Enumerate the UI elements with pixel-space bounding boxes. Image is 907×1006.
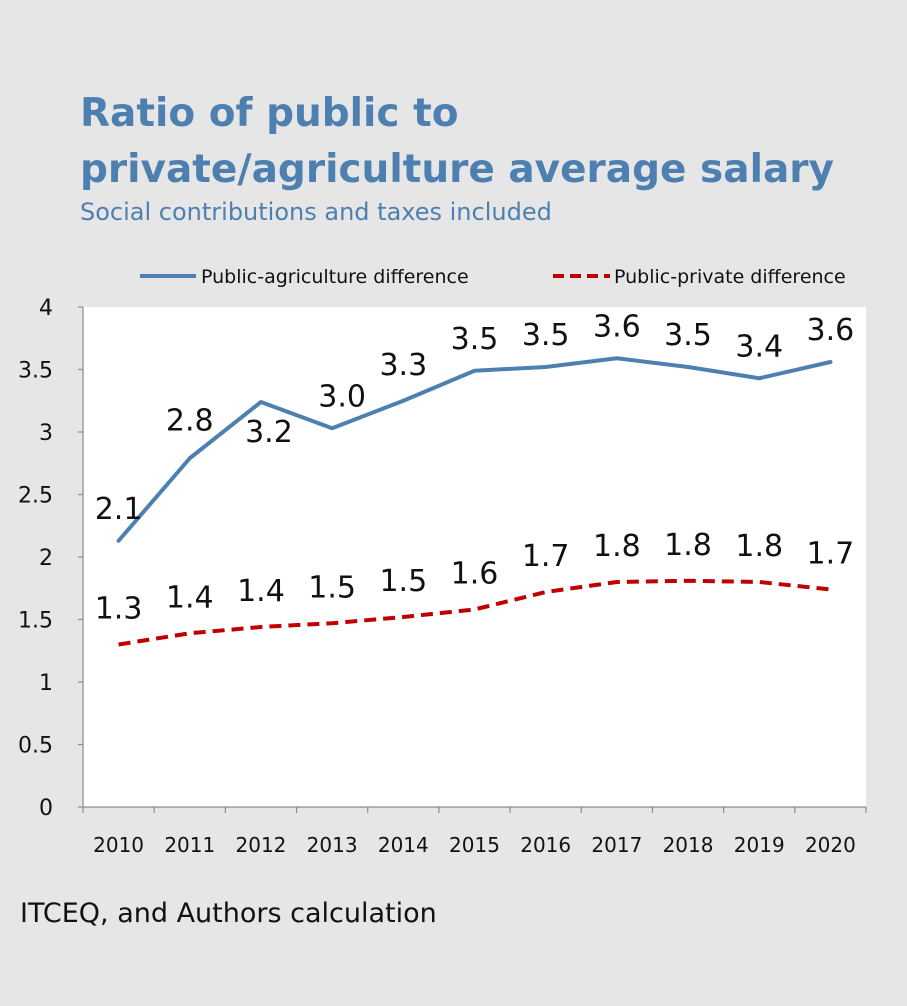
- data-labels: 2.1 2.8 3.2 3.0 3.3 3.5 3.5 3.6 3.5 3.4 3.6 1.3 1.4 1…: [95, 309, 855, 626]
- x-tick-label: 2011: [164, 833, 215, 857]
- y-tick-label: 0.5: [18, 734, 53, 759]
- y-tick-label: 3: [39, 421, 53, 446]
- data-label: 3.4: [735, 329, 783, 364]
- data-label: 1.3: [95, 592, 143, 627]
- chart-subtitle: Social contributions and taxes included: [80, 198, 552, 226]
- x-tick-label: 2018: [663, 833, 714, 857]
- x-tick-label: 2015: [449, 833, 500, 857]
- data-label: 3.6: [593, 309, 641, 344]
- legend: Public-agriculture difference Public-priv…: [140, 266, 846, 288]
- data-label: 3.5: [451, 322, 499, 357]
- chart-title: Ratio of public to private/agriculture a…: [80, 91, 834, 192]
- x-tick-label: 2013: [307, 833, 358, 857]
- source-note: ITCEQ, and Authors calculation: [20, 898, 437, 929]
- x-tick-label: 2017: [591, 833, 642, 857]
- legend-label-2: Public-private difference: [614, 266, 846, 288]
- data-label: 1.5: [308, 570, 356, 605]
- data-label: 1.4: [166, 580, 214, 615]
- data-label: 1.8: [593, 529, 641, 564]
- data-label: 1.7: [522, 539, 570, 574]
- data-label: 2.8: [166, 403, 214, 438]
- x-tick-label: 2012: [236, 833, 287, 857]
- data-label: 3.5: [522, 318, 570, 353]
- x-tick-label: 2020: [805, 833, 856, 857]
- y-tick-label: 1.5: [18, 609, 53, 634]
- data-label: 1.5: [379, 564, 427, 599]
- y-tick-label: 2: [39, 546, 53, 571]
- x-tick-label: 2019: [734, 833, 785, 857]
- data-label: 3.6: [807, 313, 855, 348]
- series-line-2: [118, 578, 831, 647]
- data-label: 3.0: [318, 379, 366, 414]
- axes: 0 0.5 1 1.5 2 2.5 3 3.5 4 2010 2011 2012 2013 2014 201…: [18, 296, 867, 857]
- data-label: 3.2: [245, 415, 293, 450]
- data-label: 1.7: [807, 537, 855, 572]
- x-tick-label: 2014: [378, 833, 429, 857]
- data-label: 1.8: [735, 529, 783, 564]
- y-tick-label: 4: [39, 296, 53, 321]
- y-tick-label: 2.5: [18, 484, 53, 509]
- plot-area: [83, 307, 866, 807]
- x-tick-label: 2010: [93, 833, 144, 857]
- data-label: 2.1: [95, 492, 143, 527]
- data-label: 1.6: [451, 557, 499, 592]
- series-layer: [116, 356, 833, 647]
- data-label: 1.4: [237, 574, 285, 609]
- line-chart: Public-agriculture difference Public-priv…: [18, 266, 867, 857]
- legend-label-1: Public-agriculture difference: [201, 266, 469, 288]
- data-label: 1.8: [664, 528, 712, 563]
- y-tick-label: 0: [39, 796, 53, 821]
- x-tick-label: 2016: [520, 833, 571, 857]
- data-label: 3.5: [664, 318, 712, 353]
- y-tick-label: 1: [39, 671, 53, 696]
- data-label: 3.3: [379, 348, 427, 383]
- y-tick-label: 3.5: [18, 359, 53, 384]
